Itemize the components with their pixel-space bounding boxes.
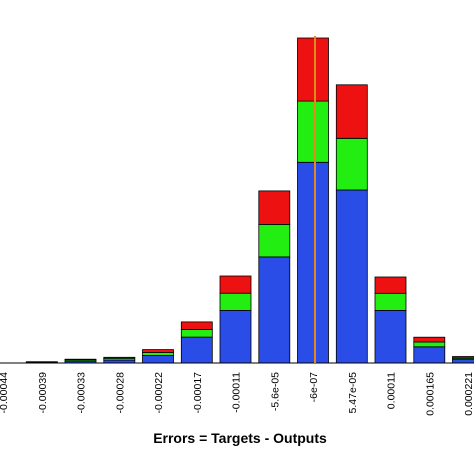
bar-segment-8-series-0 [297,161,329,364]
bar-segment-5-series-0 [180,336,213,364]
bar-segment-11-series-2 [413,336,446,343]
x-tick-label: -0.00017 [192,372,204,414]
bar-segment-6-series-0 [219,309,252,364]
bar-segment-9-series-1 [335,137,368,191]
bar-segment-9-series-2 [335,84,368,139]
bar-segment-11-series-0 [413,346,446,364]
bar-segment-10-series-2 [374,276,407,294]
bar-segment-7-series-1 [258,223,291,258]
bar-segment-8-series-1 [297,100,329,163]
bar-segment-11-series-1 [413,341,446,348]
bar-segment-5-series-2 [180,321,213,330]
x-tick-label: -0.00039 [37,372,49,414]
bar-segment-5-series-1 [180,329,213,338]
x-tick-label: -0.00022 [153,372,165,414]
bar-segment-10-series-1 [374,292,407,311]
x-tick-label: -6e-07 [308,372,320,403]
bar-segment-2-series-2 [64,358,97,361]
bar-segment-3-series-2 [103,356,136,359]
x-tick-label: -0.00033 [76,372,88,414]
bar-segment-7-series-2 [258,190,291,225]
x-tick-labels: -0.00044 -0.00039 -0.00033 -0.00028 -0.00022… [0,372,474,416]
x-tick-label: -0.00028 [114,372,126,414]
bar-segment-7-series-0 [258,256,291,364]
bar-segment-12-series-0 [452,358,474,364]
x-tick-label: -5.6e-05 [269,372,281,411]
x-tick-label: -0.00044 [0,372,10,414]
bars-group [25,37,474,364]
bar-segment-9-series-0 [335,189,368,364]
x-axis-label: Errors = Targets - Outputs [153,430,327,446]
bar-segment-4-series-2 [142,349,174,353]
bar-segment-4-series-1 [142,352,174,356]
x-tick-label: 0.000221 [463,372,474,416]
x-tick-label: 0.00011 [386,372,398,409]
x-tick-label: -0.00011 [231,372,243,413]
x-tick-label: 5.47e-05 [347,372,359,414]
x-tick-label: 0.000165 [424,372,436,416]
bar-segment-4-series-0 [142,354,174,364]
bar-segment-12-series-2 [452,356,474,359]
bar-segment-6-series-1 [219,292,252,311]
bar-segment-6-series-2 [219,275,252,294]
bar-segment-8-series-2 [297,37,329,102]
bar-segment-10-series-0 [374,309,407,364]
